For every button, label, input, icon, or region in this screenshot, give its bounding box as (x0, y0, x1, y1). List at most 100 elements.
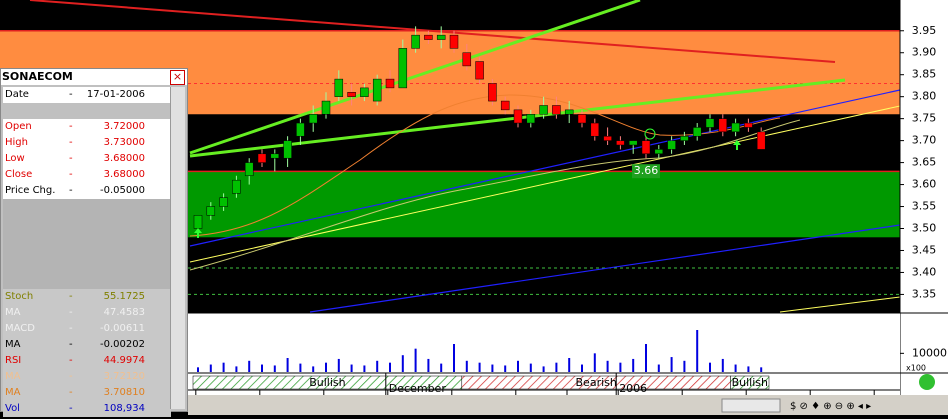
candle-body (424, 34, 433, 40)
panel-title: SONAECOM (1, 69, 187, 85)
price-annotation-box (632, 164, 660, 179)
volume-bar (478, 362, 481, 372)
panel-row: MA - 3.70810 (3, 385, 171, 401)
row-label: Low (5, 153, 25, 164)
row-sep: - (69, 89, 73, 100)
volume-bar (670, 357, 673, 372)
candle-body (436, 34, 446, 40)
row-sep: - (69, 355, 73, 366)
row-value: 3.68000 (103, 153, 145, 164)
candle-body (552, 105, 561, 115)
candle-body (705, 118, 715, 128)
row-label: MA (5, 387, 21, 398)
panel-row: MA - 47.4583 (3, 305, 171, 321)
volume-bar (414, 348, 417, 372)
volume-bar (593, 353, 596, 372)
panel-scrollbar[interactable] (170, 87, 185, 409)
volume-bar (760, 367, 763, 372)
volume-bar (606, 360, 609, 372)
price-axis (900, 0, 948, 395)
candle-body (500, 100, 510, 111)
panel-row: Price Chg. - -0.05000 (3, 183, 171, 199)
candle-body (731, 122, 740, 133)
toolbar-icons[interactable]: $ ⊘ ♦ ⊕ ⊖ ⊕ ◂ ▸ (790, 401, 871, 412)
row-value: 3.70810 (103, 387, 145, 398)
volume-bar (401, 355, 404, 372)
volume-bar (286, 358, 289, 372)
volume-bar (632, 358, 635, 372)
y-tick-label: 3.90 (912, 46, 937, 59)
row-value: 3.73000 (103, 137, 145, 148)
panel-row: Vol - 108,934 (3, 401, 171, 417)
candle-body (385, 78, 395, 89)
row-label: MA (5, 339, 21, 350)
candle-body (449, 34, 459, 49)
volume-bar (325, 362, 327, 372)
volume-bar (491, 364, 494, 372)
panel-row: Stoch - 55.1725 (3, 289, 171, 305)
candle-body (539, 105, 548, 115)
volume-bar (350, 364, 353, 372)
row-sep: - (69, 291, 73, 302)
candle-body (360, 87, 369, 97)
month-label: December (389, 382, 447, 395)
panel-row: MA - -0.00202 (3, 337, 171, 353)
row-label: Close (5, 169, 33, 180)
volume-bar (248, 360, 251, 372)
candle-body (744, 122, 753, 128)
y-tick-label: 3.80 (912, 90, 937, 103)
row-value: 47.4583 (103, 307, 145, 318)
indicator-lines (29, 0, 901, 313)
candle-body (334, 78, 344, 97)
candle-body (718, 118, 728, 133)
row-label: Date (5, 89, 29, 100)
volume-bar (209, 364, 212, 372)
volume-bar (504, 365, 507, 372)
candle-body (206, 206, 216, 216)
y-tick-label: 3.75 (912, 112, 937, 125)
volume-bar (299, 363, 302, 372)
volume-bar (517, 360, 519, 372)
candle-body (296, 122, 305, 137)
candle-body (513, 109, 523, 124)
row-label: MACD (5, 323, 35, 334)
row-value: -0.00202 (100, 339, 145, 350)
row-label: MA (5, 307, 21, 318)
candle-body (411, 34, 420, 49)
close-button[interactable]: × (170, 70, 185, 85)
volume-bar (363, 365, 366, 372)
y-tick-label: 3.45 (912, 243, 937, 256)
row-label: Price Chg. (5, 185, 56, 196)
row-sep: - (69, 387, 73, 398)
volume-pane (188, 313, 900, 373)
volume-bar (683, 360, 686, 372)
row-sep: - (69, 121, 73, 132)
candle-body (616, 140, 625, 146)
row-label: High (5, 137, 28, 148)
candle-body (219, 197, 228, 207)
volume-bar (619, 362, 622, 372)
volume-bar (235, 366, 238, 372)
y-tick-label: 3.55 (912, 200, 937, 213)
panel-gap (3, 199, 171, 289)
candle-body (244, 162, 254, 177)
volume-bar (581, 364, 583, 372)
candle-body (488, 83, 497, 102)
candle-body (270, 153, 280, 159)
volume-bar (657, 364, 660, 372)
volume-bar (427, 358, 430, 372)
candle-body (193, 215, 203, 229)
panel-row: High - 3.73000 (3, 135, 171, 151)
volume-bar (734, 364, 737, 372)
candle-body (641, 140, 651, 155)
volume-bar (389, 362, 391, 372)
candle-body (308, 114, 318, 124)
candle-body (398, 48, 408, 89)
candle-body (257, 153, 267, 163)
volume-bar (440, 363, 443, 372)
volume-bar (312, 366, 315, 372)
row-sep: - (69, 169, 73, 180)
scrollbar[interactable] (721, 398, 781, 413)
row-value: -0.00611 (100, 323, 145, 334)
